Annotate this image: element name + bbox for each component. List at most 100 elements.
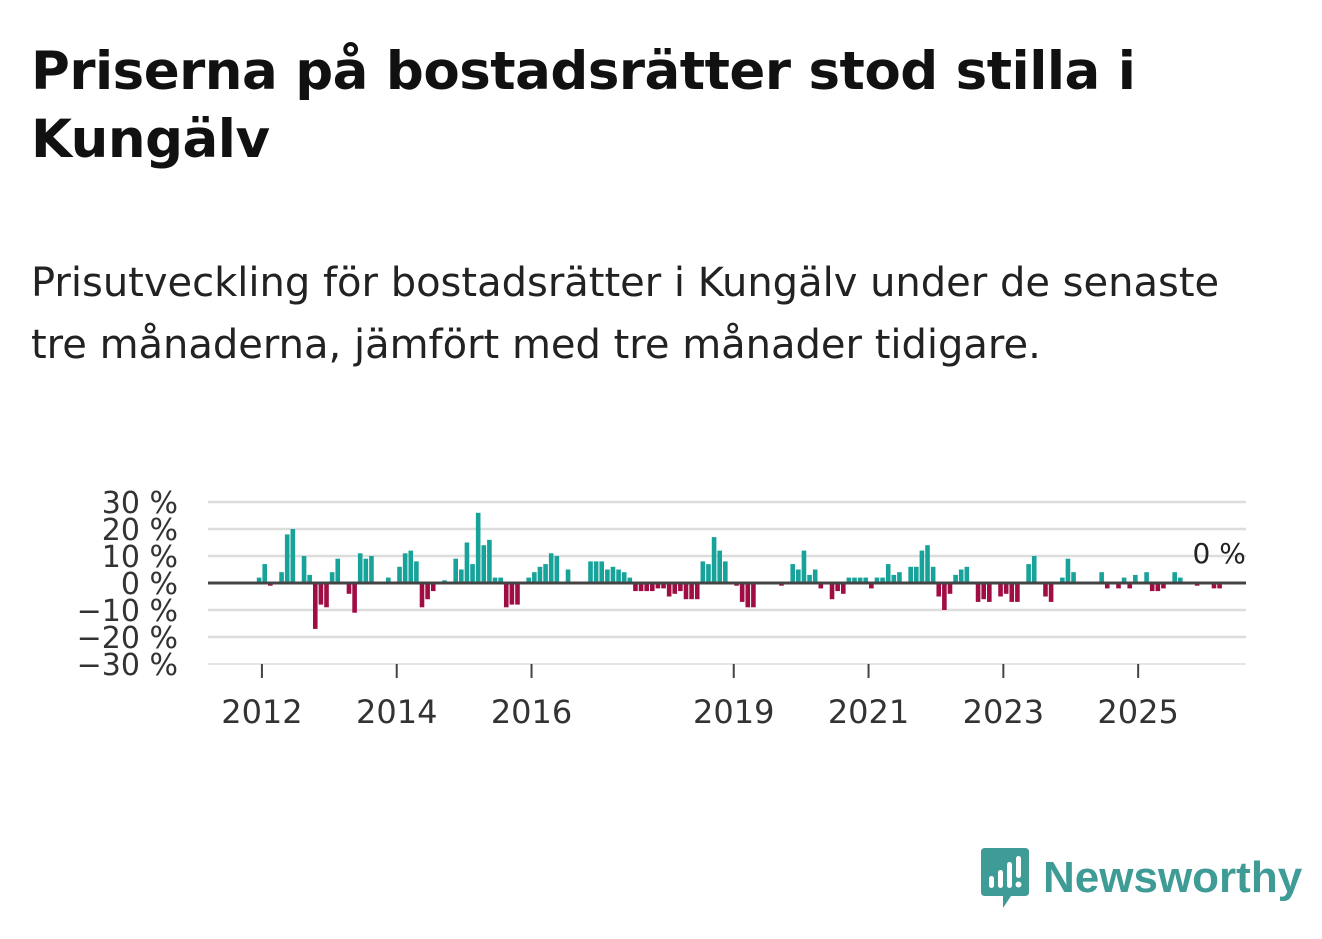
bar	[369, 556, 374, 583]
bar	[1177, 577, 1183, 583]
chart-subtitle: Prisutveckling för bostadsrätter i Kungä…	[31, 260, 1220, 368]
bar	[475, 512, 481, 583]
bar	[402, 553, 408, 583]
bar	[487, 539, 492, 583]
bar	[627, 577, 633, 583]
bar	[414, 561, 419, 583]
bar	[706, 564, 711, 583]
bar	[419, 583, 425, 608]
y-tick-label: 0 %	[121, 567, 178, 602]
bar	[605, 569, 610, 583]
bar	[408, 550, 414, 583]
bar	[526, 577, 532, 583]
bar	[453, 558, 459, 583]
bar	[537, 566, 543, 583]
bar	[644, 583, 649, 592]
brand-logo: Newsworthy	[981, 848, 1302, 908]
y-tick-label: −20 %	[77, 621, 178, 656]
bar	[1071, 572, 1076, 583]
bar	[796, 569, 801, 583]
gridlines	[208, 500, 1246, 665]
page-title: Priserna på bostadsrätter stod stilla i …	[31, 41, 1136, 170]
bar	[953, 574, 958, 583]
bar	[666, 583, 672, 597]
bar	[1104, 583, 1110, 589]
bar	[869, 583, 874, 589]
y-tick-label: 10 %	[102, 540, 178, 575]
bar	[1009, 583, 1015, 602]
bar	[885, 564, 891, 583]
bar	[301, 556, 307, 583]
bar	[279, 572, 284, 583]
bar	[1144, 572, 1149, 583]
bar	[874, 577, 880, 583]
bar	[532, 572, 537, 583]
bar	[397, 566, 402, 583]
x-tick-label: 2014	[356, 693, 437, 731]
bar	[880, 577, 885, 583]
bar	[256, 577, 262, 583]
bar	[498, 577, 503, 583]
bar	[1127, 583, 1133, 589]
bar	[481, 545, 487, 583]
bar	[290, 529, 296, 583]
bar	[492, 577, 498, 583]
bar	[835, 583, 840, 592]
bar	[958, 569, 964, 583]
bar	[745, 583, 751, 608]
bar	[812, 569, 818, 583]
bar	[638, 583, 644, 592]
bar	[717, 550, 723, 583]
bar	[975, 583, 981, 602]
bar	[683, 583, 689, 600]
bar	[723, 561, 728, 583]
x-tick-label: 2016	[491, 693, 572, 731]
bar	[1060, 577, 1065, 583]
bar	[672, 583, 678, 594]
bar	[930, 566, 936, 583]
bar	[352, 583, 357, 613]
bar	[1048, 583, 1054, 602]
bar	[588, 561, 593, 583]
bar	[913, 566, 919, 583]
bar	[818, 583, 824, 589]
bar	[1116, 583, 1121, 589]
bar	[593, 561, 599, 583]
bar	[1043, 583, 1048, 597]
bar	[621, 572, 627, 583]
bar	[363, 558, 369, 583]
bar	[801, 550, 807, 583]
bar	[1149, 583, 1155, 592]
bar	[897, 572, 902, 583]
bar	[689, 583, 694, 600]
bar	[919, 550, 925, 583]
bar	[503, 583, 509, 608]
bar	[543, 564, 548, 583]
bar	[947, 583, 953, 594]
bar	[565, 569, 571, 583]
bar	[807, 574, 812, 583]
x-tick-label: 2023	[963, 693, 1044, 731]
bar	[751, 583, 756, 608]
bar	[324, 583, 329, 608]
bar	[661, 583, 666, 589]
bar	[936, 583, 942, 597]
bar	[987, 583, 992, 602]
bar	[610, 566, 616, 583]
x-axis-ticks: 2012 2014 2016 2019 2021 2023 2025	[221, 664, 1179, 731]
x-tick-label: 2025	[1097, 693, 1178, 731]
bar	[981, 583, 986, 600]
bar	[1155, 583, 1161, 592]
bar	[599, 561, 605, 583]
x-tick-label: 2021	[828, 693, 909, 731]
bar-chart: 30 %20 %10 %0 %−10 %−20 %−30 % 2012 2014 2…	[77, 486, 1246, 731]
bar	[829, 583, 835, 600]
bar	[318, 583, 324, 605]
y-tick-label: −10 %	[77, 594, 178, 629]
bar	[1133, 574, 1138, 583]
bar	[964, 566, 970, 583]
brand-name: Newsworthy	[1043, 853, 1303, 902]
bar	[846, 577, 852, 583]
bar	[357, 553, 363, 583]
bar	[840, 583, 846, 594]
